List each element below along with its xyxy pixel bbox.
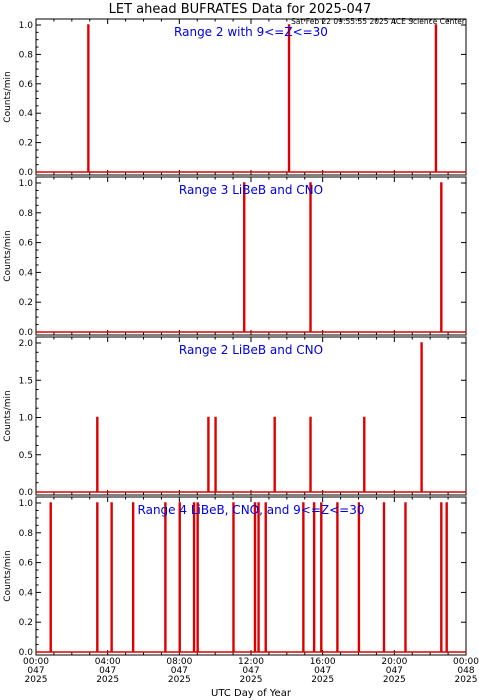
y-tick-label: 0.6	[19, 559, 34, 569]
y-axis-label: Counts/min	[3, 550, 13, 601]
x-tick-doy: 048	[457, 666, 474, 676]
panel-3: 0.0 0.5 1.0 1.5 2.0 Counts/min Range 2 LiBeB a…	[3, 336, 467, 498]
panels: 0.0 0.2 0.4 0.6 0.8 1.0 Counts/min Range 2 with…	[3, 18, 467, 658]
x-tick-doy: 047	[242, 666, 259, 676]
x-tick-time: 04:00	[95, 657, 121, 667]
y-tick-label: 0.6	[19, 239, 34, 249]
y-tick-label: 0.0	[19, 648, 34, 658]
panel-frame	[35, 176, 467, 336]
chart-title: LET ahead BUFRATES Data for 2025-047	[109, 2, 372, 17]
x-tick-time: 00:00	[453, 657, 479, 667]
y-tick-label: 0.4	[19, 588, 34, 598]
x-tick-year: 2025	[168, 675, 191, 685]
x-tick-time: 12:00	[238, 657, 264, 667]
series-line	[36, 342, 466, 493]
series-line	[36, 502, 466, 653]
panel-label: Range 2 with 9<=Z<=30	[174, 25, 328, 39]
x-tick-doy: 047	[386, 666, 403, 676]
x-axis: 00:00047202504:00047202508:00047202512:0…	[23, 657, 479, 685]
x-tick-time: 20:00	[381, 657, 407, 667]
y-tick-label: 0.5	[19, 451, 33, 461]
series-line	[36, 182, 466, 333]
x-tick-year: 2025	[96, 675, 119, 685]
x-tick-doy: 047	[99, 666, 116, 676]
y-tick-label: 0.4	[19, 268, 34, 278]
panel-label: Range 2 LiBeB and CNO	[179, 343, 323, 357]
x-tick-year: 2025	[383, 675, 406, 685]
panel-1: 0.0 0.2 0.4 0.6 0.8 1.0 Counts/min Range 2 with…	[3, 18, 467, 178]
y-tick-label: 0.0	[19, 488, 34, 498]
x-tick-time: 08:00	[166, 657, 192, 667]
y-tick-label: 1.0	[19, 414, 34, 424]
x-tick-doy: 047	[171, 666, 188, 676]
x-tick-year: 2025	[240, 675, 263, 685]
panel-label: Range 3 LiBeB and CNO	[179, 183, 323, 197]
y-axis-label: Counts/min	[3, 390, 13, 441]
y-axis-label: Counts/min	[3, 230, 13, 281]
y-tick-label: 2.0	[19, 339, 34, 349]
y-tick-label: 1.0	[19, 21, 34, 31]
panel-2: 0.0 0.2 0.4 0.6 0.8 1.0 Counts/min Range 3 LiBe…	[3, 176, 467, 338]
x-axis-label: UTC Day of Year	[211, 688, 292, 699]
series-line	[36, 24, 466, 173]
panel-frame	[35, 18, 467, 176]
y-axis-label: Counts/min	[3, 71, 13, 122]
panel-label: Range 4 LiBeB, CNO, and 9<=Z<=30	[138, 503, 365, 517]
x-tick-time: 00:00	[23, 657, 49, 667]
x-tick-doy: 047	[314, 666, 331, 676]
panel-4: 0.0 0.2 0.4 0.6 0.8 1.0 Counts/min Range 4 LiBe…	[3, 496, 467, 658]
y-tick-label: 0.2	[19, 139, 33, 149]
x-tick-year: 2025	[455, 675, 478, 685]
panel-frame	[35, 496, 467, 656]
x-tick-year: 2025	[311, 675, 334, 685]
y-tick-label: 0.8	[19, 209, 34, 219]
y-tick-label: 0.6	[19, 80, 34, 90]
y-tick-label: 0.0	[19, 328, 34, 338]
y-tick-label: 1.0	[19, 499, 34, 509]
y-tick-label: 0.2	[19, 618, 33, 628]
y-tick-label: 1.0	[19, 179, 34, 189]
y-tick-label: 1.5	[19, 376, 33, 386]
panel-frame	[35, 336, 467, 496]
y-tick-label: 0.0	[19, 168, 34, 178]
x-tick-doy: 047	[27, 666, 44, 676]
x-tick-time: 16:00	[310, 657, 336, 667]
y-tick-label: 0.8	[19, 50, 34, 60]
timestamp: Sat Feb 22 09:55:55 2025 ACE Science Cen…	[291, 17, 466, 26]
x-tick-year: 2025	[25, 675, 48, 685]
y-tick-label: 0.4	[19, 109, 34, 119]
y-tick-label: 0.2	[19, 298, 33, 308]
y-tick-label: 0.8	[19, 529, 34, 539]
